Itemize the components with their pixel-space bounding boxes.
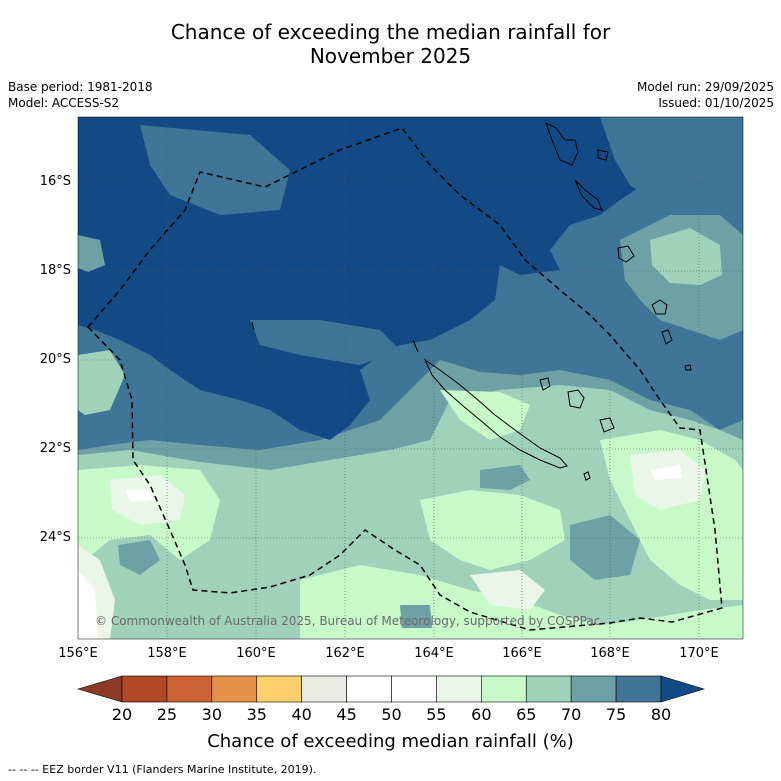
colorbar-tick-label: 25 <box>156 705 178 724</box>
vanuatu-coast-1 <box>545 121 579 166</box>
colorbar-tick-label: 60 <box>471 705 492 724</box>
colorbar-label: Chance of exceeding median rainfall (%) <box>207 731 574 752</box>
lon-label-164e: 164°E <box>414 646 454 661</box>
region-65-70-south-2 <box>570 515 640 580</box>
islet-1 <box>597 149 609 161</box>
region-70-75-ne <box>600 117 743 230</box>
colorbar-segment <box>256 675 302 703</box>
colorbar <box>76 675 706 703</box>
region-45-50-3 <box>78 570 98 639</box>
base-period: Base period: 1981-2018 <box>8 80 153 94</box>
lon-label-160e: 160°E <box>236 646 276 661</box>
islet-5 <box>661 329 673 345</box>
colorbar-tick-label: 40 <box>291 705 312 724</box>
region-65-70-south-3 <box>118 540 160 575</box>
region-60-65-ne <box>650 228 722 285</box>
chart-title-line-2: November 2025 <box>309 44 472 68</box>
colorbar-segment <box>211 675 258 703</box>
region-55-60-south-centre <box>420 490 565 570</box>
colorbar-tick-label: 55 <box>426 705 447 724</box>
lon-label-168e: 168°E <box>590 646 630 661</box>
colorbar-segment <box>391 675 437 703</box>
region-45-50-2 <box>650 465 682 480</box>
lat-label-22s: 22°S <box>39 441 71 456</box>
region-70-75-patch-2 <box>250 320 400 365</box>
chart-title-line-1: Chance of exceeding the median rainfall … <box>170 20 611 44</box>
colorbar-segment <box>436 675 482 703</box>
lon-label-162e: 162°E <box>325 646 365 661</box>
colorbar-segment <box>346 675 392 703</box>
lat-label-16s: 16°S <box>39 174 71 189</box>
islet-4 <box>684 364 692 371</box>
map-frame <box>77 116 744 640</box>
lat-label-24s: 24°S <box>39 530 71 545</box>
colorbar-segment <box>525 675 572 703</box>
colorbar-tick-label: 45 <box>336 705 357 724</box>
colorbar-segment <box>481 675 527 703</box>
issued-date: Issued: 01/10/2025 <box>658 96 774 110</box>
vanuatu-coast-3 <box>617 245 635 263</box>
colorbar-over-arrow <box>660 675 706 703</box>
colorbar-tick-label: 35 <box>246 705 267 724</box>
colorbar-tick-label: 75 <box>605 705 627 724</box>
new-caledonia-coast <box>423 358 568 469</box>
colorbar-tick-label: 80 <box>650 705 672 724</box>
model-name: Model: ACCESS-S2 <box>8 96 120 110</box>
region-60-65-west-blob <box>78 350 125 415</box>
map-layers <box>78 117 743 639</box>
colorbar-tick-label: 30 <box>201 705 223 724</box>
region-65-70-south-4 <box>400 605 432 628</box>
region-60-65-south <box>78 385 743 639</box>
region-65-70-south-1 <box>480 465 530 490</box>
copyright-notice: © Commonwealth of Australia 2025, Bureau… <box>95 614 601 628</box>
colorbar-segment <box>301 675 347 703</box>
lon-label-170e: 170°E <box>679 646 719 661</box>
eez-footnote: -- -- -- EEZ border V11 (Flanders Marine… <box>8 763 317 776</box>
lon-label-158e: 158°E <box>147 646 187 661</box>
graticule <box>78 117 743 639</box>
region-50-55-2 <box>630 450 705 510</box>
region-50-55-3 <box>470 570 545 610</box>
coastlines <box>251 121 692 481</box>
region-45-50-1 <box>125 490 152 502</box>
loyalty-islands-coast <box>567 389 585 409</box>
vanuatu-coast-2 <box>574 179 603 211</box>
colorbar-tick-label: 20 <box>111 705 133 724</box>
islet-3 <box>583 471 591 481</box>
loyalty-islands-coast-2 <box>539 377 551 391</box>
colorbar-segment <box>121 675 168 703</box>
colorbar-tick-label: 50 <box>381 705 402 724</box>
model-run: Model run: 29/09/2025 <box>636 80 774 94</box>
islet-2 <box>599 417 615 433</box>
colorbar-segment <box>615 675 662 703</box>
lat-label-18s: 18°S <box>39 263 71 278</box>
vanuatu-coast-4 <box>651 299 668 315</box>
lat-label-20s: 20°S <box>39 352 71 367</box>
region-70-75-patch <box>140 125 290 215</box>
colorbar-tick-label: 65 <box>516 705 537 724</box>
region-55-60-east-coast <box>440 390 530 440</box>
colorbar-tick-label: 70 <box>560 705 582 724</box>
islet-7 <box>412 339 419 353</box>
islet-6 <box>251 321 255 331</box>
colorbar-segment <box>570 675 617 703</box>
region-65-70-west-blob <box>78 235 105 272</box>
colorbar-under-arrow <box>76 675 123 703</box>
colorbar-segment <box>166 675 213 703</box>
lon-label-156e: 156°E <box>58 646 98 661</box>
lon-label-166e: 166°E <box>502 646 542 661</box>
